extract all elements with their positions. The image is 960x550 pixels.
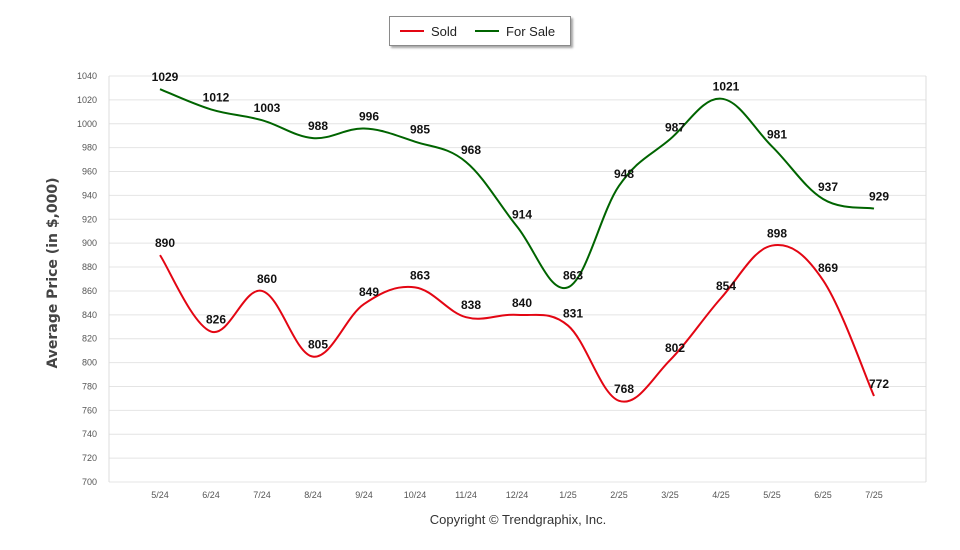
x-tick-label: 5/25 (763, 490, 781, 500)
data-label-for-sale: 937 (818, 180, 838, 194)
x-tick-label: 7/24 (253, 490, 271, 500)
data-label-for-sale: 985 (410, 123, 430, 137)
y-tick-label: 840 (82, 310, 97, 320)
y-tick-label: 1020 (77, 95, 97, 105)
y-tick-label: 740 (82, 429, 97, 439)
x-tick-label: 7/25 (865, 490, 883, 500)
data-label-for-sale: 1021 (713, 80, 740, 94)
y-tick-label: 820 (82, 334, 97, 344)
y-tick-label: 780 (82, 381, 97, 391)
data-label-sold: 860 (257, 272, 277, 286)
x-tick-label: 10/24 (404, 490, 427, 500)
chart-legend: Sold For Sale (389, 16, 571, 46)
y-tick-label: 900 (82, 238, 97, 248)
legend-item-sold: Sold (400, 24, 457, 39)
data-label-sold: 854 (716, 279, 736, 293)
data-label-for-sale: 987 (665, 120, 685, 134)
data-label-for-sale: 929 (869, 190, 889, 204)
data-label-for-sale: 1012 (203, 90, 230, 104)
data-label-sold: 849 (359, 285, 379, 299)
data-label-for-sale: 1029 (152, 70, 179, 84)
data-label-sold: 869 (818, 261, 838, 275)
y-tick-label: 860 (82, 286, 97, 296)
legend-item-for-sale: For Sale (475, 24, 555, 39)
data-label-for-sale: 981 (767, 127, 787, 141)
copyright-text: Copyright © Trendgraphix, Inc. (429, 512, 607, 527)
data-label-for-sale: 863 (563, 268, 583, 282)
x-tick-label: 8/24 (304, 490, 322, 500)
data-label-sold: 802 (665, 341, 685, 355)
legend-swatch-sold (400, 30, 424, 32)
data-label-for-sale: 988 (308, 119, 328, 133)
y-tick-label: 1000 (77, 119, 97, 129)
data-label-sold: 863 (410, 268, 430, 282)
data-label-for-sale: 1003 (254, 101, 281, 115)
y-tick-label: 760 (82, 405, 97, 415)
y-tick-label: 720 (82, 453, 97, 463)
x-tick-label: 2/25 (610, 490, 628, 500)
series-line-for-sale (159, 88, 875, 290)
y-tick-label: 980 (82, 143, 97, 153)
data-label-for-sale: 948 (614, 167, 634, 181)
x-tick-label: 4/25 (712, 490, 730, 500)
y-tick-label: 800 (82, 358, 97, 368)
y-tick-label: 940 (82, 190, 97, 200)
x-tick-label: 1/25 (559, 490, 577, 500)
y-tick-label: 960 (82, 167, 97, 177)
x-tick-label: 11/24 (455, 490, 477, 500)
series-line-sold (159, 244, 875, 403)
y-tick-label: 700 (82, 477, 97, 487)
data-label-sold: 838 (461, 298, 481, 312)
x-tick-label: 6/24 (202, 490, 220, 500)
data-label-for-sale: 996 (359, 110, 379, 124)
data-label-sold: 831 (563, 307, 583, 321)
legend-label-for-sale: For Sale (506, 23, 556, 39)
x-tick-label: 5/24 (151, 490, 169, 500)
x-tick-label: 3/25 (661, 490, 679, 500)
y-tick-label: 1040 (77, 71, 97, 81)
data-label-sold: 898 (767, 227, 787, 241)
legend-swatch-for-sale (475, 30, 500, 32)
data-label-sold: 772 (869, 377, 889, 391)
x-tick-label: 9/24 (355, 490, 373, 500)
data-label-sold: 768 (614, 382, 634, 396)
y-tick-label: 880 (82, 262, 97, 272)
x-tick-label: 12/24 (506, 490, 529, 500)
data-label-for-sale: 968 (461, 143, 481, 157)
data-label-for-sale: 914 (512, 207, 532, 221)
data-label-sold: 890 (155, 236, 175, 250)
data-label-sold: 840 (512, 296, 532, 310)
legend-label-sold: Sold (431, 23, 458, 39)
data-label-sold: 826 (206, 313, 226, 327)
data-label-sold: 805 (308, 338, 328, 352)
x-tick-label: 6/25 (814, 490, 832, 500)
y-tick-label: 920 (82, 214, 97, 224)
y-axis-label: Average Price (in $,000) (45, 177, 61, 369)
